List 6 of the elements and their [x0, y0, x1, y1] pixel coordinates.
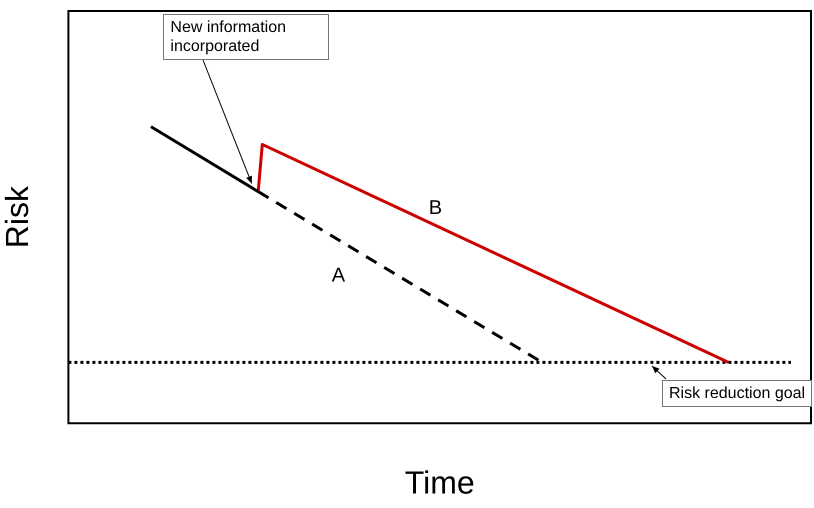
- y-axis-title: Risk: [0, 184, 36, 248]
- series-label: A: [332, 264, 346, 286]
- annotation: Risk reduction goal: [662, 380, 812, 408]
- x-axis-title: Time: [404, 464, 475, 501]
- text: New information incorporated: [163, 14, 330, 60]
- series-label: B: [428, 196, 442, 219]
